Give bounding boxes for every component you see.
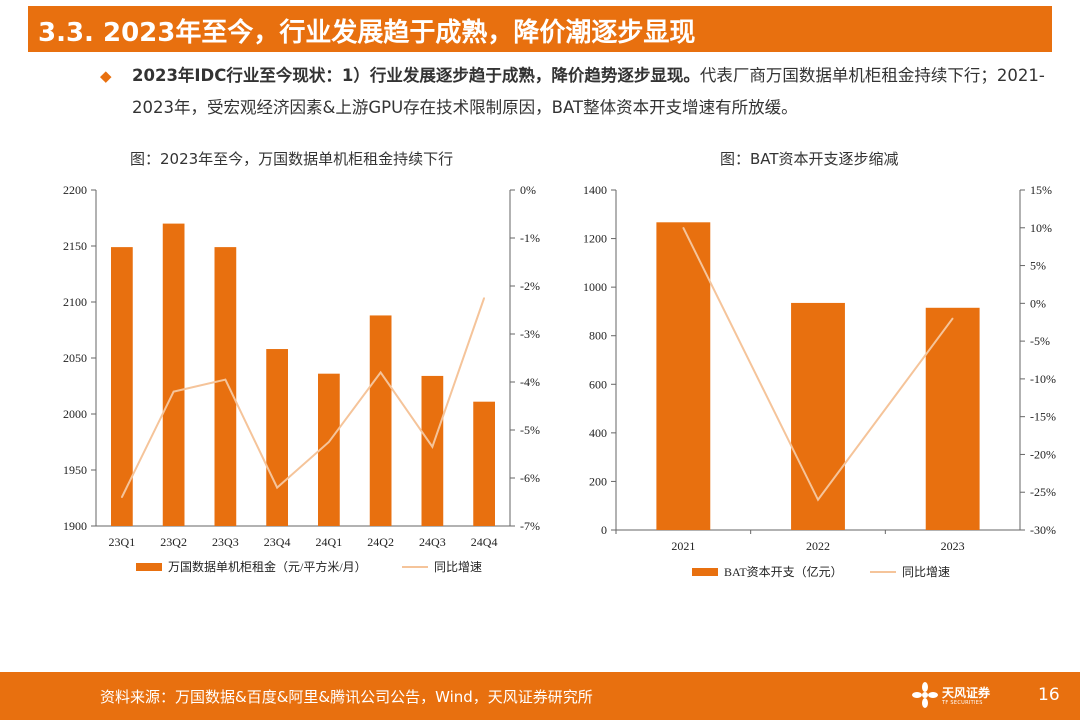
bullet-text: 2023年IDC行业至今现状：1）行业发展逐步趋于成熟，降价趋势逐步显现。代表厂… — [100, 60, 1060, 124]
page-number: 16 — [1038, 685, 1060, 705]
chart-1-legend-line-label: 同比增速 — [434, 560, 482, 574]
chart-1-bar — [162, 223, 185, 526]
bullet-body-text: 代表厂商万国数据单机柜租金持续下行；2021-2023年，受宏观经济因素&上游G… — [132, 66, 1045, 117]
chart-1-growth-point — [483, 297, 485, 299]
chart-2-right-tick-label: -15% — [1030, 410, 1056, 424]
chart-2-title: 图：BAT资本开支逐步缩减 — [720, 150, 899, 168]
company-logo: 天风证券 TF SECURITIES — [912, 680, 998, 714]
chart-1-growth-point — [121, 496, 123, 499]
chart-2-right-tick-label: -25% — [1030, 485, 1056, 499]
chart-2-legend-bar-swatch — [692, 568, 718, 576]
chart-1-growth-point — [431, 446, 434, 448]
logo-cn-text: 天风证券 — [942, 686, 991, 700]
chart-1-x-tick-label: 23Q1 — [109, 535, 136, 549]
chart-1-right-tick-label: -2% — [520, 279, 540, 293]
chart-1-bar — [421, 375, 444, 526]
chart-2-bar — [925, 307, 980, 530]
chart-1-growth-point — [328, 441, 330, 443]
chart-1-x-tick-label: 23Q2 — [160, 535, 187, 549]
chart-1-right-tick-label: -4% — [520, 375, 540, 389]
chart-2-x-tick-label: 2023 — [941, 539, 965, 553]
chart-2-right-tick-label: -10% — [1030, 372, 1056, 386]
chart-1-left-tick-label: 2200 — [63, 183, 87, 197]
chart-1-growth-point — [172, 390, 175, 393]
chart-2-left-tick-label: 1200 — [583, 232, 607, 246]
logo-en-text: TF SECURITIES — [942, 700, 983, 706]
chart-2-right-tick-label: 0% — [1030, 296, 1046, 310]
chart-1-x-tick-label: 24Q1 — [316, 535, 343, 549]
chart-2-growth-point — [682, 226, 685, 229]
diamond-bullet-icon: ◆ — [100, 67, 112, 85]
source-note: 资料来源：万国数据&百度&阿里&腾讯公司公告，Wind，天风证券研究所 — [100, 688, 593, 706]
chart-1-right-tick-label: -3% — [520, 327, 540, 341]
chart-1-right-tick-label: -6% — [520, 471, 540, 485]
chart-2-left-tick-label: 0 — [601, 523, 607, 537]
chart-1-growth-point — [379, 371, 382, 374]
chart-1-bar — [473, 401, 495, 526]
chart-2-left-tick-label: 600 — [589, 377, 607, 391]
chart-1-x-tick-label: 23Q4 — [264, 535, 291, 549]
flower-logo-icon — [912, 682, 938, 708]
chart-1-bar — [111, 247, 133, 526]
chart-1-left-tick-label: 1950 — [63, 463, 87, 477]
chart-1-svg: 1900 1950 2000 2050 2100 2150 2200 -7% -6% -5% -4%… — [63, 183, 540, 574]
chart-1-title: 图：2023年至今，万国数据单机柜租金持续下行 — [130, 150, 454, 168]
chart-1-x-tick-label: 24Q2 — [367, 535, 394, 549]
chart-2-right-tick-label: -20% — [1030, 447, 1056, 461]
chart-1-left-tick-label: 2050 — [63, 351, 87, 365]
chart-1-right-tick-label: -5% — [520, 423, 540, 437]
chart-2-left-tick-label: 200 — [589, 474, 607, 488]
chart-2-right-tick-label: 10% — [1030, 221, 1052, 235]
chart-2-left-tick-label: 1400 — [583, 183, 607, 197]
chart-2-right-tick-label: -5% — [1030, 334, 1050, 348]
chart-1-right-tick-label: -1% — [520, 231, 540, 245]
chart-2-growth-point — [817, 498, 819, 501]
chart-2-left-tick-label: 1000 — [583, 280, 607, 294]
chart-2-bar — [791, 302, 845, 530]
chart-2-bar — [656, 222, 711, 531]
chart-2-right-tick-label: -30% — [1030, 523, 1056, 537]
chart-1-left-tick-label: 1900 — [63, 519, 87, 533]
chart-1-left-tick-label: 2100 — [63, 295, 87, 309]
bullet-bold-text: 2023年IDC行业至今现状：1）行业发展逐步趋于成熟，降价趋势逐步显现。 — [132, 66, 700, 85]
chart-1-x-tick-label: 24Q4 — [471, 535, 498, 549]
chart-2-right-tick-label: 5% — [1030, 259, 1046, 273]
chart-1-growth-point — [224, 378, 227, 381]
chart-2-x-tick-label: 2021 — [671, 539, 695, 553]
chart-2-x-tick-label: 2022 — [806, 539, 830, 553]
chart-1-bar — [214, 247, 237, 526]
chart-2-svg: 0 200 400 600 800 1000 1200 1400 -30% -25% -20% -15… — [583, 183, 1056, 579]
chart-1-legend-bar-swatch — [136, 563, 162, 571]
footer-bar: 资料来源：万国数据&百度&阿里&腾讯公司公告，Wind，天风证券研究所 天风证券… — [0, 672, 1080, 720]
bullet-paragraph: ◆ 2023年IDC行业至今现状：1）行业发展逐步趋于成熟，降价趋势逐步显现。代… — [100, 60, 1060, 124]
chart-2-legend-bar-label: BAT资本开支（亿元） — [724, 564, 843, 579]
chart-1-bar — [266, 349, 288, 526]
chart-1-bar — [318, 373, 340, 526]
chart-1-left-tick-label: 2000 — [63, 407, 87, 421]
chart-2-left-tick-label: 400 — [589, 426, 607, 440]
chart-1-x-tick-label: 24Q3 — [419, 535, 446, 549]
chart-1-growth-point — [276, 486, 278, 489]
chart-2-legend-line-label: 同比增速 — [902, 565, 950, 579]
chart-1-bar — [369, 315, 392, 526]
chart-1-legend-bar-label: 万国数据单机柜租金（元/平方米/月） — [168, 559, 367, 574]
chart-1-right-tick-label: 0% — [520, 183, 536, 197]
title-bar: 3.3. 2023年至今，行业发展趋于成熟，降价潮逐步显现 — [28, 6, 1052, 52]
chart-2-left-tick-label: 800 — [589, 329, 607, 343]
chart-1-left-tick-label: 2150 — [63, 239, 87, 253]
chart-1-right-tick-label: -7% — [520, 519, 540, 533]
chart-2-right-tick-label: 15% — [1030, 183, 1052, 197]
chart-2-growth-point — [951, 317, 954, 320]
chart-1-x-tick-label: 23Q3 — [212, 535, 239, 549]
chart-1-growth-line — [120, 297, 486, 498]
slide-title: 3.3. 2023年至今，行业发展趋于成熟，降价潮逐步显现 — [38, 18, 696, 48]
